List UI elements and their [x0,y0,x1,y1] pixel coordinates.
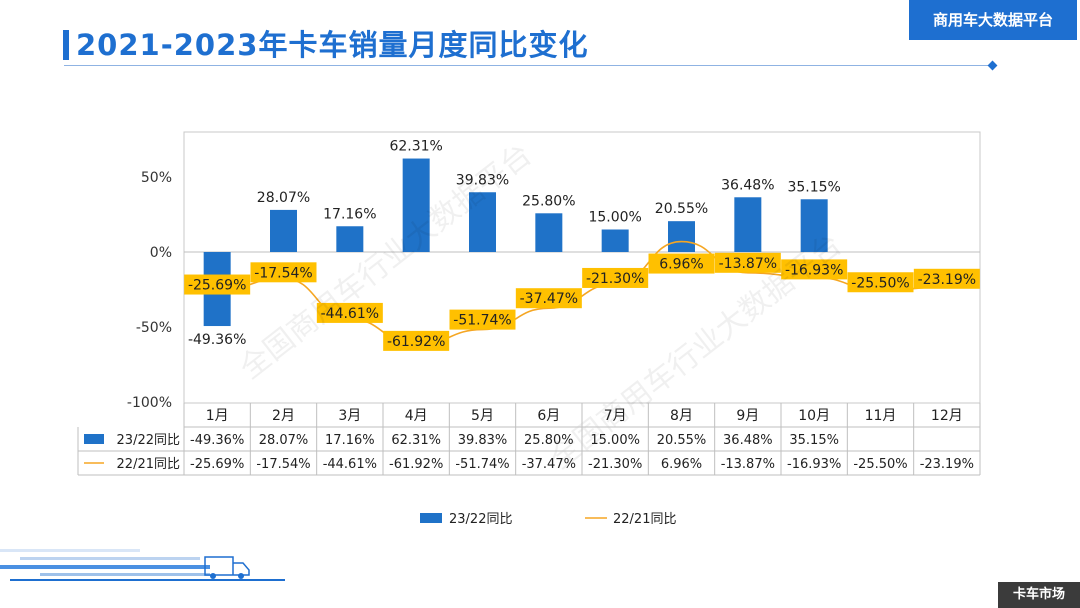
line-label-bg [316,302,383,323]
legend-swatch-bar [420,513,442,523]
bar [535,213,563,252]
line-data-label: -16.93% [785,262,843,278]
x-tick-label: 4月 [405,408,428,424]
x-tick-label: 1月 [206,408,229,424]
y-tick-label: 50% [141,170,172,186]
table-cell: 28.07% [259,433,309,448]
bar [601,229,629,252]
table-cell: -51.74% [455,457,509,472]
x-tick-label: 11月 [865,408,897,424]
x-tick-label: 9月 [736,408,759,424]
line-label-bg [714,252,781,273]
x-tick-label: 6月 [537,408,560,424]
bar [402,158,430,252]
bar [270,209,297,252]
line-label-bg [250,262,317,283]
table-cell: -61.92% [389,457,443,472]
bar-data-label: 15.00% [588,210,641,226]
line-data-label: -23.19% [918,272,976,288]
table-cell: 6.96% [661,457,702,472]
table-cell: 25.80% [524,433,574,448]
line-data-label: -13.87% [719,256,777,272]
line-data-label: -44.61% [321,306,379,322]
table-cell: 36.48% [723,433,773,448]
x-tick-label: 3月 [338,408,361,424]
y-tick-label: -50% [136,320,172,336]
line-label-bg [913,268,980,289]
table-cell: -17.54% [256,457,310,472]
bar [800,199,828,252]
page-title: 2021-2023年卡车销量月度同比变化 [76,28,589,62]
line-label-bg [515,288,582,309]
x-tick-label: 12月 [931,408,963,424]
table-cell: 15.00% [590,433,640,448]
line-data-label: -25.50% [851,275,909,291]
bar-data-label: 25.80% [522,193,575,209]
x-tick-label: 5月 [471,408,494,424]
bar [469,192,496,252]
table-cell: 17.16% [325,433,375,448]
bar-data-label: 62.31% [389,139,442,155]
table-series-name: 23/22同比 [117,433,180,448]
bar [734,197,762,252]
table-cell: -37.47% [522,457,576,472]
y-tick-label: 0% [150,245,172,261]
line-data-label: -21.30% [586,271,644,287]
bar-data-label: -49.36% [188,332,246,348]
bar-data-label: 39.83% [456,172,509,188]
line-data-label: -61.92% [387,334,445,350]
bar-data-label: 28.07% [257,190,310,206]
line-data-label: 6.96% [659,257,703,273]
table-cell: -25.69% [190,457,244,472]
line-label-bg [648,253,715,274]
table-cell: -25.50% [853,457,907,472]
line-label-bg [184,274,251,295]
title-accent-bar [63,30,69,60]
line-label-bg [582,267,649,288]
x-tick-label: 2月 [272,408,295,424]
line-data-label: -37.47% [520,291,578,307]
truck-decoration [0,549,285,581]
table-cell: 20.55% [657,433,707,448]
line-data-label: -25.69% [188,278,246,294]
table-cell: -16.93% [787,457,841,472]
line-label-bg [847,272,914,293]
table-cell: -13.87% [721,457,775,472]
line-data-label: -17.54% [254,265,312,281]
table-series-name: 22/21同比 [117,457,180,472]
bar [336,226,364,252]
table-cell: -44.61% [323,457,377,472]
legend-label: 23/22同比 [449,512,512,527]
x-tick-label: 8月 [670,408,693,424]
x-tick-label: 7月 [604,408,627,424]
y-tick-label: -100% [127,395,172,411]
bar-data-label: 36.48% [721,177,774,193]
bar [668,221,695,252]
line-label-bg [449,309,516,330]
bar-data-label: 35.15% [787,179,840,195]
brand-badge: 商用车大数据平台 [909,0,1077,40]
legend-swatch-bar [84,434,104,444]
line-label-bg [383,330,450,351]
table-cell: 35.15% [789,433,839,448]
legend-label: 22/21同比 [613,512,676,527]
bar-data-label: 17.16% [323,206,376,222]
table-cell: -21.30% [588,457,642,472]
title-divider [64,65,994,66]
footer-badge: 卡车市场 [998,582,1080,608]
table-cell: -23.19% [920,457,974,472]
table-cell: 62.31% [391,433,441,448]
line-label-bg [781,259,848,280]
x-tick-label: 10月 [798,408,830,424]
table-cell: -49.36% [190,433,244,448]
bar-data-label: 20.55% [655,201,708,217]
table-cell: 39.83% [458,433,508,448]
line-data-label: -51.74% [453,313,511,329]
